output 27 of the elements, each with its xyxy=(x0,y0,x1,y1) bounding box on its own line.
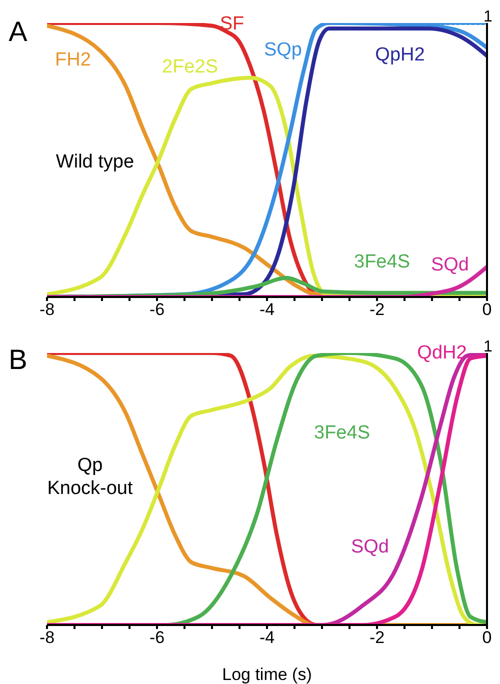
series-label: SQd xyxy=(430,254,470,276)
annotation: 1 xyxy=(484,7,492,27)
series-label: QpH2 xyxy=(375,44,425,66)
x-tick-label: -2 xyxy=(369,300,385,320)
series-label: 3Fe4S xyxy=(354,252,410,272)
series-label: SF xyxy=(220,14,244,34)
x-axis-title: Log time (s) xyxy=(222,665,312,684)
text: B xyxy=(8,343,28,377)
series-label: SQd xyxy=(350,536,390,558)
annotation: 1 xyxy=(484,337,492,357)
x-tick-label: 0 xyxy=(482,628,492,648)
series-label: 2Fe2S xyxy=(162,56,218,78)
x-tick-label: -2 xyxy=(369,628,385,648)
annotation: Qp Knock-out xyxy=(47,455,133,501)
x-tick-label: -4 xyxy=(259,300,275,320)
x-tick-label: -8 xyxy=(39,300,55,320)
x-tick-label: -6 xyxy=(149,300,165,320)
series-label: QdH2 xyxy=(417,342,467,364)
x-tick-label: 0 xyxy=(482,300,492,320)
x-tick-label: -4 xyxy=(259,628,275,648)
x-tick-label: -8 xyxy=(39,628,55,648)
series-label: SQp xyxy=(264,40,302,60)
text: A xyxy=(8,15,28,49)
x-tick-label: -6 xyxy=(149,628,165,648)
series-label: 3Fe4S xyxy=(314,422,370,444)
annotation: Wild type xyxy=(56,152,134,174)
series-label: FH2 xyxy=(55,50,91,70)
